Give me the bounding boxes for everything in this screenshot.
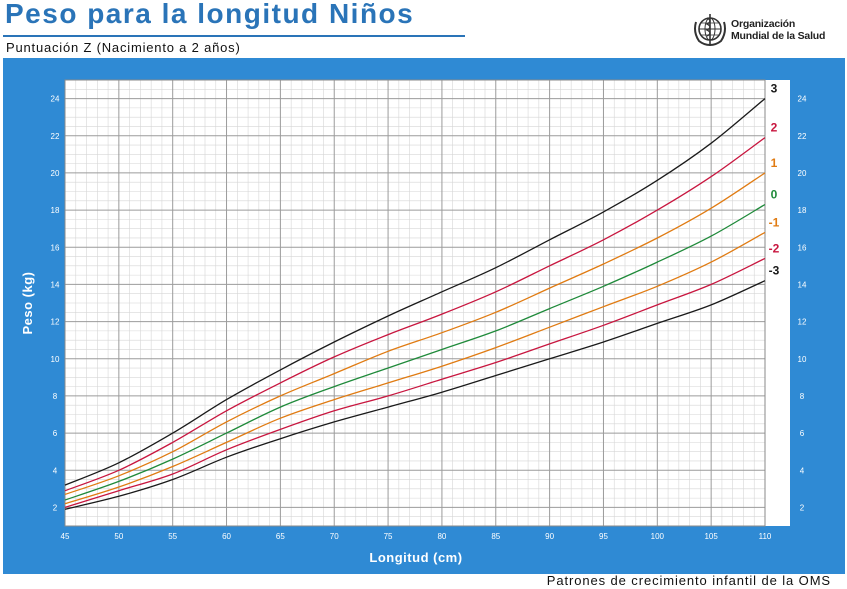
series-line-z-1	[64, 231, 766, 505]
y-tick-label: 18	[51, 206, 60, 215]
y-tick-label-right: 2	[800, 503, 805, 512]
y-tick-label: 24	[51, 95, 60, 104]
x-tick-label: 50	[114, 532, 123, 541]
page-subtitle: Puntuación Z (Nacimiento a 2 años)	[6, 40, 241, 55]
series-line-z1	[64, 172, 766, 496]
org-line-2: Mundial de la Salud	[731, 30, 826, 42]
series-label-z3: 3	[771, 82, 778, 96]
series-labels: 3 2 1 0 -1 -2 -3	[769, 82, 780, 278]
y-tick-label-right: 16	[798, 243, 807, 252]
y-tick-label-right: 14	[798, 280, 807, 289]
y-tick-label: 2	[53, 503, 58, 512]
y-tick-label: 10	[51, 355, 60, 364]
y-tick-label-right: 6	[800, 429, 805, 438]
who-emblem-icon	[694, 14, 726, 46]
x-tick-label: 110	[759, 532, 772, 541]
y-tick-label-right: 20	[798, 169, 807, 178]
series-label-z2: 2	[771, 121, 778, 135]
y-tick-label-right: 24	[798, 95, 807, 104]
x-tick-label: 55	[168, 532, 177, 541]
x-tick-label: 65	[276, 532, 285, 541]
series-line-z-3	[64, 280, 766, 510]
org-line-1: Organización	[731, 18, 796, 30]
series-label-z-3: -3	[769, 264, 780, 278]
x-tick-label: 85	[491, 532, 500, 541]
y-tick-label-right: 8	[800, 392, 805, 401]
y-tick-label: 16	[51, 243, 60, 252]
y-tick-label-right: 4	[800, 466, 805, 475]
series-lines	[64, 98, 766, 510]
title-underline	[3, 35, 465, 37]
y-tick-label: 12	[51, 318, 60, 327]
x-tick-label: 45	[61, 532, 70, 541]
x-axis-label: Longitud (cm)	[369, 550, 462, 565]
x-tick-labels: 45 50 55 60 65 70 75 80 85 90 95 100 105 110	[61, 532, 772, 541]
footer-source: Patrones de crecimiento infantil de la O…	[546, 573, 831, 588]
series-label-z-1: -1	[769, 215, 780, 229]
x-tick-label: 80	[437, 532, 446, 541]
y-tick-label: 14	[51, 280, 60, 289]
series-line-z0	[64, 203, 766, 501]
series-line-z-2	[64, 257, 766, 509]
series-line-z3	[64, 98, 766, 486]
x-tick-label: 95	[599, 532, 608, 541]
y-tick-label: 4	[53, 466, 58, 475]
x-tick-label: 100	[651, 532, 665, 541]
x-tick-label: 75	[384, 532, 393, 541]
series-label-z0: 0	[771, 188, 778, 202]
y-tick-label: 22	[51, 132, 60, 141]
y-tick-label-right: 18	[798, 206, 807, 215]
series-line-z2	[64, 137, 766, 492]
y-tick-label-right: 22	[798, 132, 807, 141]
series-label-z1: 1	[771, 156, 778, 170]
y-tick-label: 20	[51, 169, 60, 178]
plot-frame	[64, 79, 766, 527]
y-tick-label-right: 10	[798, 355, 807, 364]
organization-name: Organización Mundial de la Salud	[731, 18, 825, 42]
y-tick-label-right: 12	[798, 318, 807, 327]
x-tick-label: 60	[222, 532, 231, 541]
page-title: Peso para la longitud Niños	[5, 0, 415, 29]
x-tick-label: 90	[545, 532, 554, 541]
minor-grid	[65, 79, 765, 527]
series-label-z-2: -2	[769, 241, 780, 255]
y-tick-label: 6	[53, 429, 58, 438]
y-axis-label: Peso (kg)	[20, 271, 35, 334]
x-tick-label: 70	[330, 532, 339, 541]
y-tick-label: 8	[53, 392, 58, 401]
x-tick-label: 105	[704, 532, 718, 541]
